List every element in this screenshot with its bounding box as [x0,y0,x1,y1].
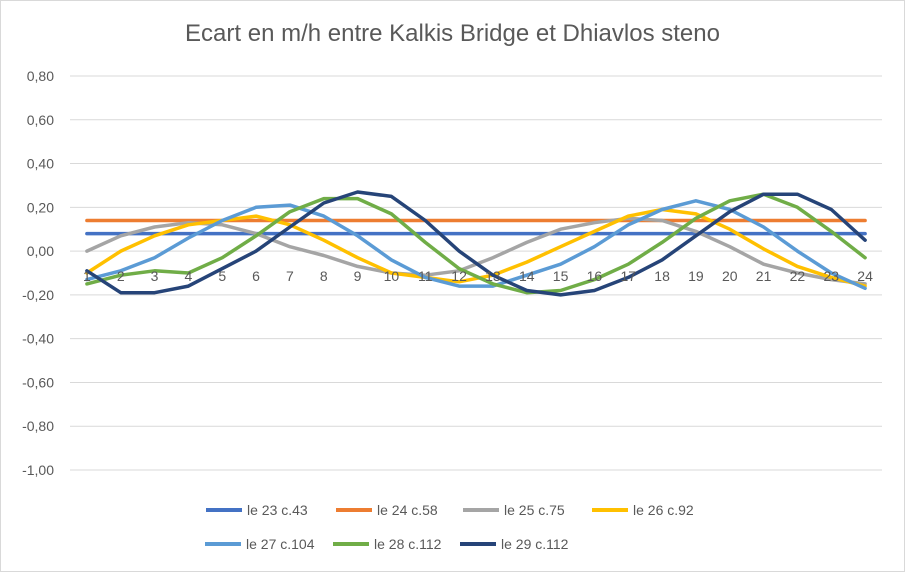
legend-label: le 24 c.58 [377,502,438,518]
legend-label: le 27 c.104 [246,536,315,552]
y-tick-label: 0,20 [27,199,54,215]
legend-label: le 29 c.112 [501,536,569,552]
legend-label: le 25 c.75 [504,502,565,518]
x-tick-label: 8 [320,268,328,284]
gridlines [70,75,882,471]
x-tick-label: 15 [553,268,569,284]
legend-item: le 24 c.58 [336,502,438,518]
y-tick-label: -0,20 [22,287,54,303]
x-tick-label: 19 [688,268,704,284]
series-line-6 [85,192,867,295]
x-tick-label: 5 [218,268,226,284]
x-tick-label: 11 [418,268,433,284]
legend-label: le 23 c.43 [247,502,308,518]
x-tick-label: 12 [451,268,467,284]
x-tick-label: 7 [286,268,294,284]
x-tick-label: 20 [722,268,738,284]
x-tick-label: 4 [185,268,193,284]
x-axis-ticks: 1 2 3 4 5 6 7 8 9 10 11 12 13 14 15 16 17 18 19 20 21 22 23 24 [83,268,873,284]
legend-label: le 26 c.92 [633,502,694,518]
x-tick-label: 17 [620,268,636,284]
legend-item: le 26 c.92 [592,502,694,518]
legend-item: le 29 c.112 [460,536,568,552]
legend-item: le 28 c.112 [333,536,441,552]
x-tick-label: 14 [519,268,535,284]
y-tick-label: 0,80 [27,68,54,84]
legend-swatch [205,542,241,546]
x-tick-label: 22 [790,268,806,284]
series-lines [85,190,867,297]
x-tick-label: 24 [857,268,873,284]
legend-swatch [336,508,372,512]
x-tick-label: 18 [654,268,670,284]
legend-label: le 28 c.112 [374,536,442,552]
x-tick-label: 2 [117,268,125,284]
legend-swatch [592,508,628,512]
y-tick-label: -1,00 [22,462,54,478]
y-tick-label: 0,60 [27,112,54,128]
y-axis-ticks: 0,80 0,60 0,40 0,20 0,00 -0,20 -0,40 -0,60 -0,80… [22,68,54,478]
y-tick-label: -0,60 [22,374,54,390]
legend-item: le 27 c.104 [205,536,315,552]
x-tick-label: 3 [151,268,159,284]
series-line-4 [85,207,867,288]
y-tick-label: 0,40 [27,156,54,172]
legend-item: le 23 c.43 [206,502,308,518]
x-tick-label: 9 [354,268,362,284]
x-tick-label: 6 [252,268,260,284]
legend-swatch [463,508,499,512]
series-line-5 [85,199,867,291]
x-tick-label: 21 [756,268,772,284]
x-tick-label: 23 [823,268,839,284]
series-line-7 [85,190,867,297]
x-tick-label: 10 [384,268,400,284]
legend-swatch [333,542,369,546]
x-tick-label: 16 [587,268,603,284]
y-tick-label: -0,40 [22,331,54,347]
legend-swatch [206,508,242,512]
legend-swatch [460,542,496,546]
x-tick-label: 13 [485,268,501,284]
y-tick-label: 0,00 [27,243,54,259]
legend-item: le 25 c.75 [463,502,565,518]
x-tick-label: 1 [83,268,91,284]
y-tick-label: -0,80 [22,418,54,434]
chart-title: Ecart en m/h entre Kalkis Bridge et Dhia… [185,20,720,47]
